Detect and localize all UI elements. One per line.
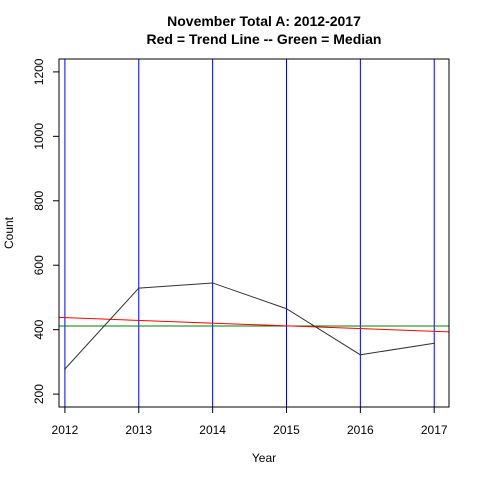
chart-title-line-2: Red = Trend Line -- Green = Median <box>147 31 382 47</box>
series-line-0 <box>64 282 435 370</box>
chart-title: November Total A: 2012-2017 Red = Trend … <box>147 13 382 47</box>
y-tick-label-200: 200 <box>32 384 46 404</box>
y-tick-label-600: 600 <box>32 255 46 275</box>
data-point-2015 <box>285 307 288 310</box>
x-tick-label-2015: 2015 <box>273 423 300 437</box>
y-tick-label-1000: 1000 <box>32 123 46 150</box>
plot-area <box>58 59 450 407</box>
x-tick-label-2017: 2017 <box>421 423 448 437</box>
trend-line <box>58 316 450 333</box>
y-tick-label-400: 400 <box>32 319 46 339</box>
data-point-2012 <box>64 368 66 370</box>
plot-border <box>58 58 450 408</box>
data-point-2017 <box>433 342 436 345</box>
x-tick-label-2013: 2013 <box>125 423 152 437</box>
x-tick-label-2012: 2012 <box>52 423 79 437</box>
x-tick-label-2014: 2014 <box>199 423 226 437</box>
data-point-2014 <box>211 282 214 284</box>
x-axis-label: Year <box>252 451 276 465</box>
data-point-2016 <box>359 354 362 356</box>
axes: 2012 2013 2014 2015 2016 2017 200 400 600 800 1000… <box>32 58 450 437</box>
y-tick-label-800: 800 <box>32 190 46 210</box>
y-axis-label: Count <box>2 216 16 249</box>
data-point-2013 <box>137 287 140 289</box>
x-tick-label-2016: 2016 <box>347 423 374 437</box>
chart-title-line-1: November Total A: 2012-2017 <box>167 13 361 29</box>
y-tick-label-1200: 1200 <box>32 58 46 85</box>
